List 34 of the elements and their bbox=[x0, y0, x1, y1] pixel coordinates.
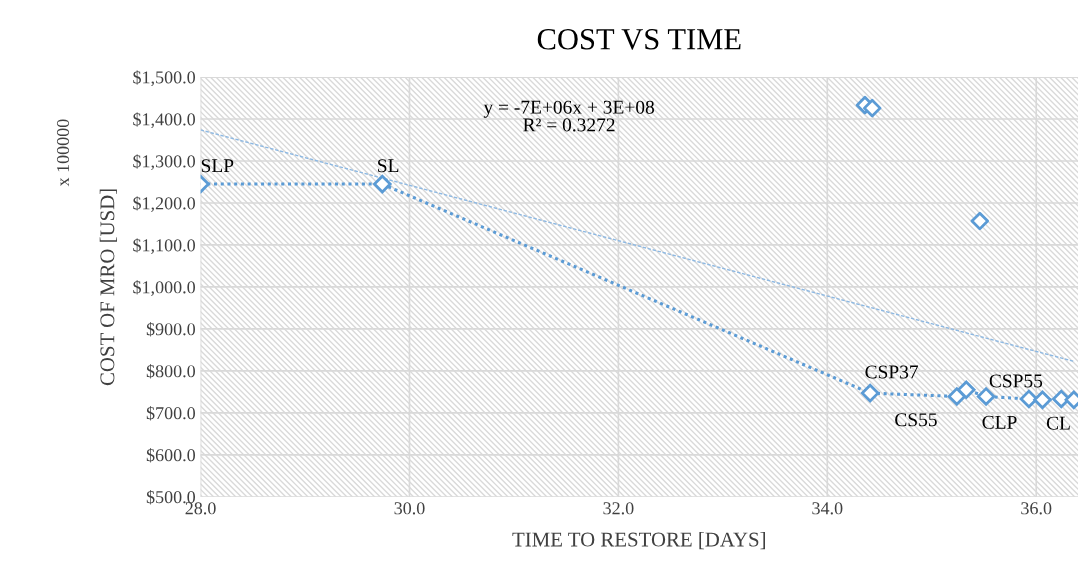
point bbox=[373, 174, 392, 194]
point bbox=[862, 98, 882, 118]
annotation: SL bbox=[378, 159, 399, 173]
point bbox=[860, 383, 880, 403]
y-tick-label: $800.0 bbox=[146, 364, 196, 379]
point bbox=[947, 387, 967, 406]
y-axis-title: COST OF MRO [USD] bbox=[99, 189, 117, 386]
x-tick-label: 32.0 bbox=[603, 502, 634, 515]
annotation: CSP37 bbox=[865, 365, 919, 379]
x-tick-label: 30.0 bbox=[394, 502, 425, 515]
point bbox=[970, 211, 990, 231]
y-tick-label: $1,200.0 bbox=[133, 196, 196, 213]
y-tick-label: $1,500.0 bbox=[133, 70, 196, 87]
text: x 100000 bbox=[56, 119, 70, 187]
y-tick-label: $1,000.0 bbox=[133, 280, 196, 296]
x-tick-label: 36.0 bbox=[1021, 502, 1052, 515]
annotation: CS55 bbox=[895, 413, 937, 427]
annotation: SLP bbox=[201, 159, 234, 173]
annotation: CSP55 bbox=[989, 374, 1043, 388]
y-tick-label: $900.0 bbox=[146, 322, 196, 337]
annotation: y = -7E+06x + 3E+08 R² = 0.3272 bbox=[483, 100, 655, 132]
point bbox=[956, 380, 976, 400]
point bbox=[976, 387, 996, 406]
point bbox=[1033, 390, 1052, 410]
y-tick-label: $1,300.0 bbox=[133, 154, 196, 171]
annotation: CL bbox=[1046, 416, 1070, 430]
annotation: CLP bbox=[982, 415, 1017, 429]
y-tick-label: $1,400.0 bbox=[133, 112, 196, 129]
chart-title: COST VS TIME bbox=[537, 29, 741, 50]
y-tick-label: $700.0 bbox=[146, 406, 196, 421]
y-tick-label: $600.0 bbox=[146, 448, 196, 463]
x-tick-label: 34.0 bbox=[812, 502, 843, 515]
y-tick-label: $1,100.0 bbox=[133, 238, 196, 254]
x-axis-title: TIME TO RESTORE [DAYS] bbox=[512, 531, 765, 550]
